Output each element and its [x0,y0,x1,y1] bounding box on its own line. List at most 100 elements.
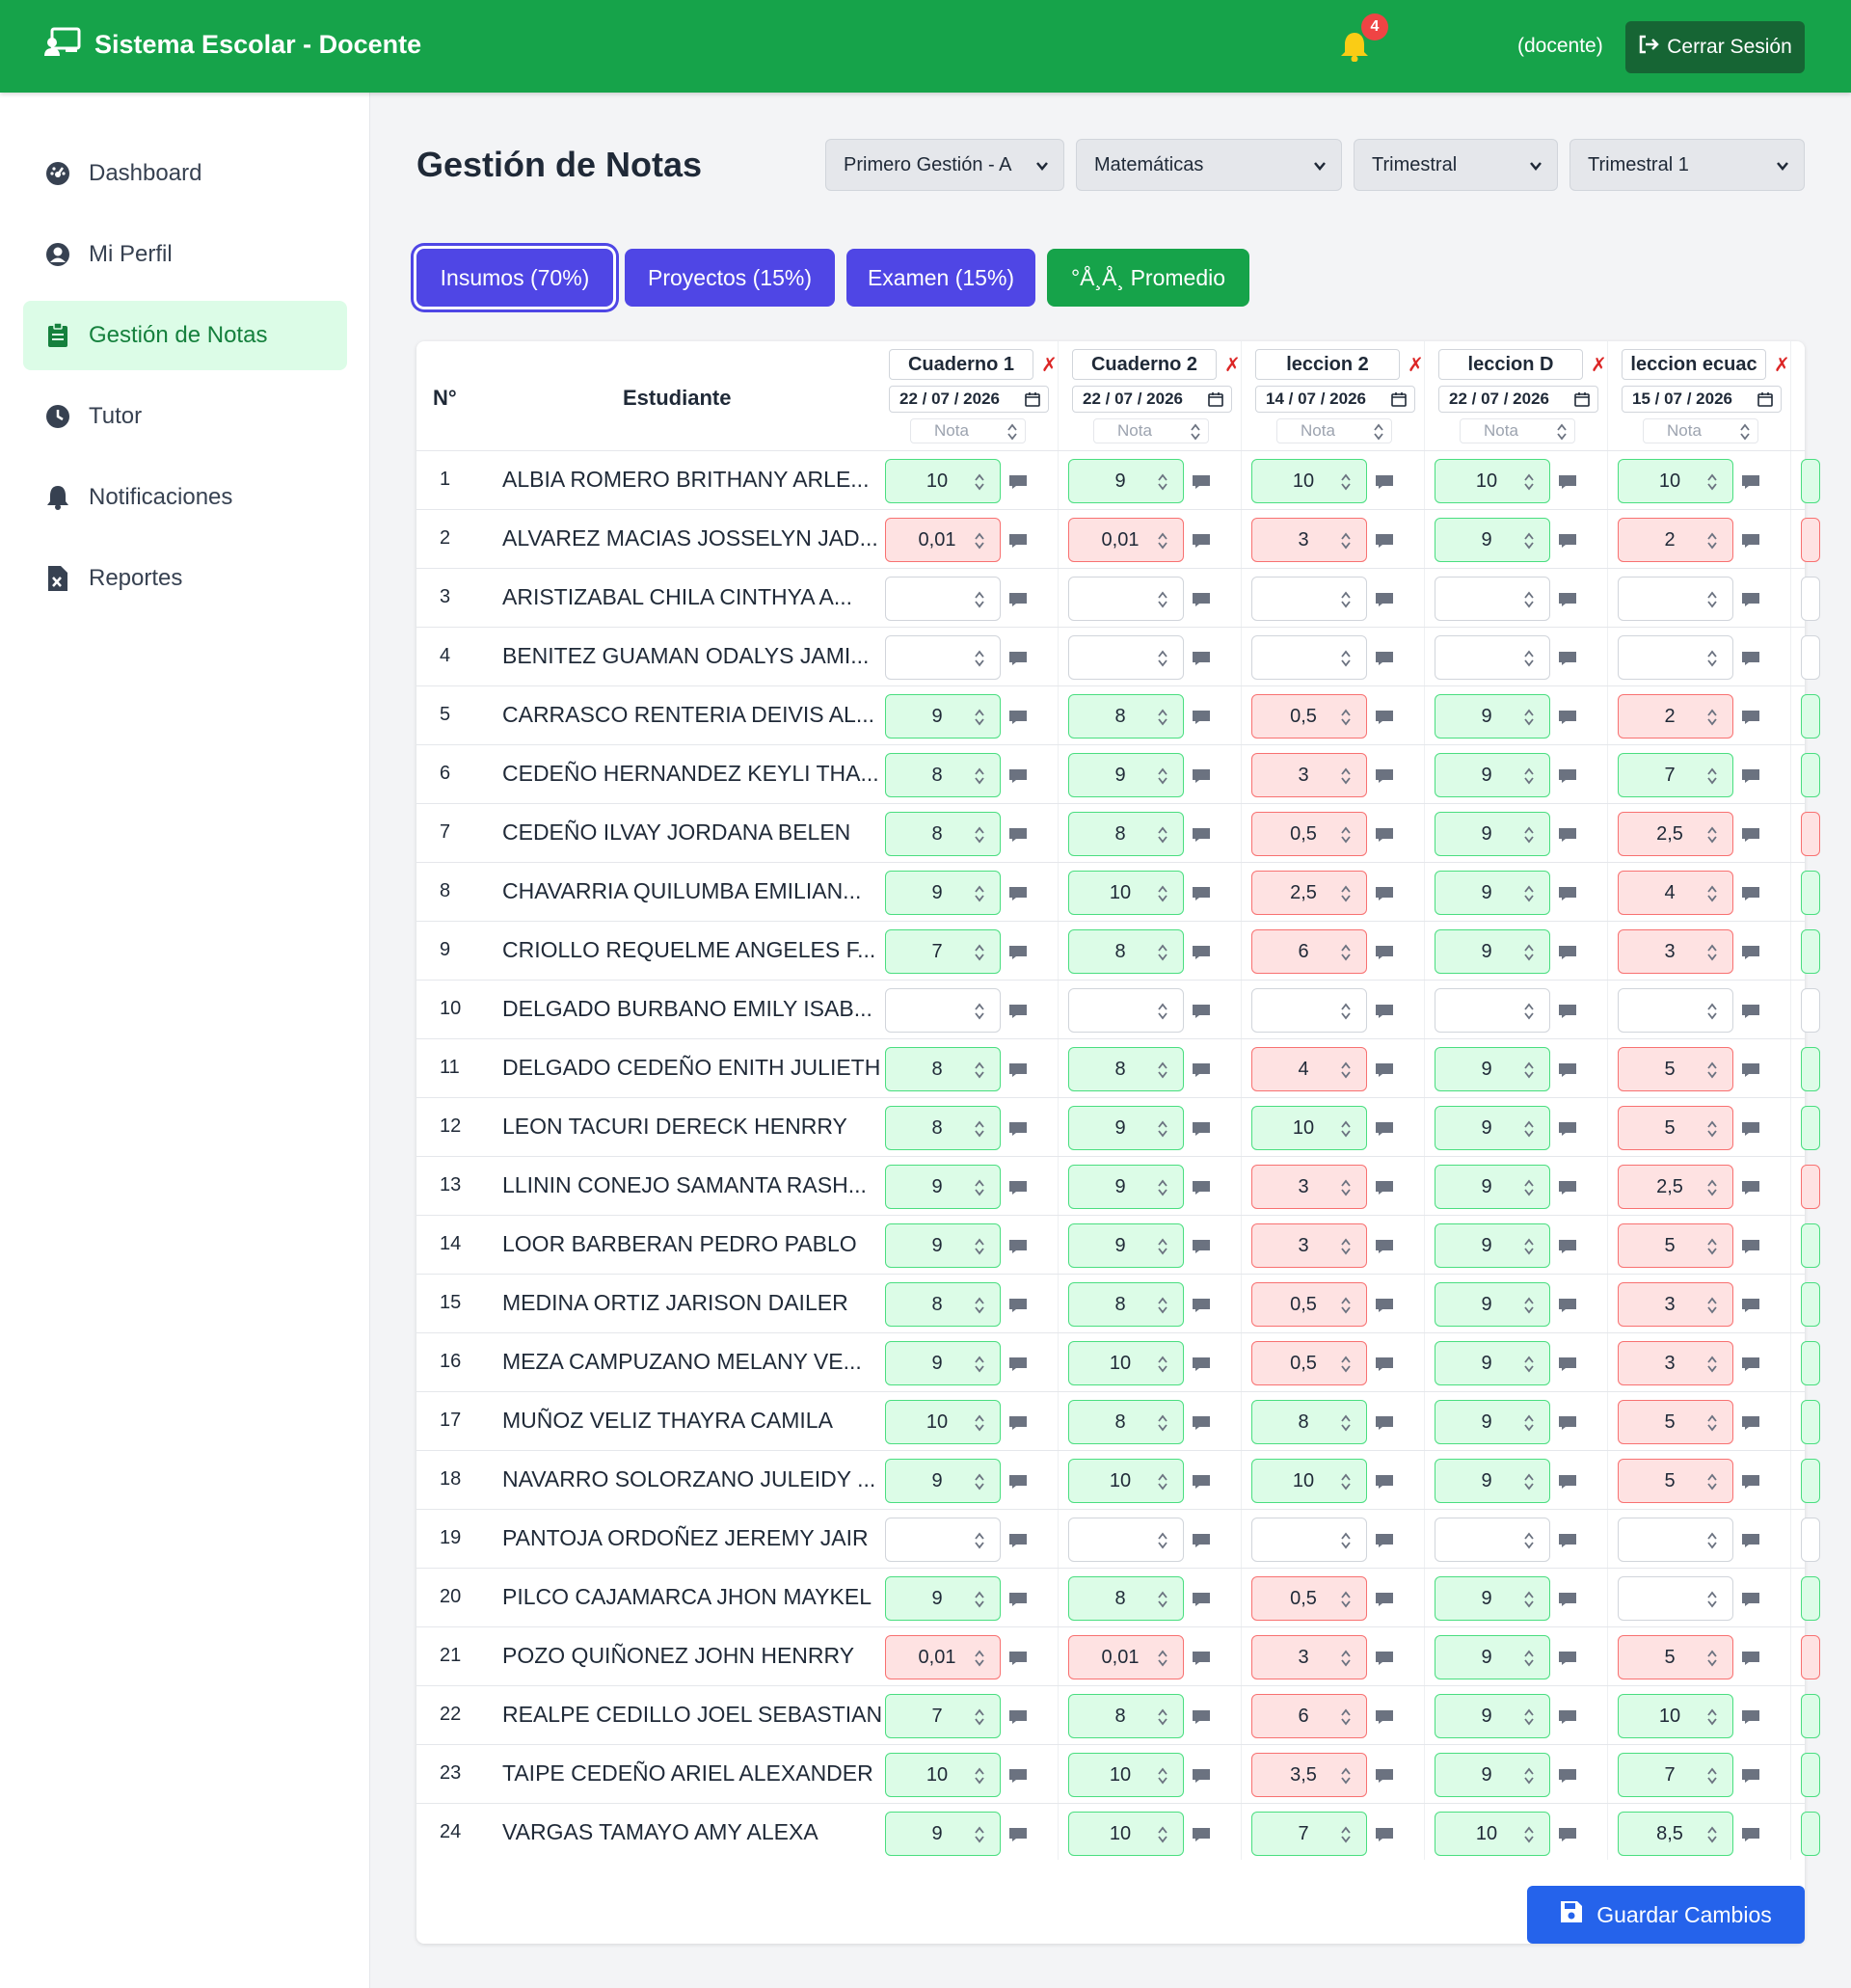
spinner-icon[interactable] [1705,1590,1719,1615]
comment-icon[interactable] [1375,945,1394,960]
comment-icon[interactable] [1741,1121,1760,1137]
spinner-icon[interactable] [1522,1590,1536,1615]
grade-input[interactable]: 9 [1435,1165,1550,1209]
grade-input[interactable]: 8 [885,753,1001,797]
sidebar-item-tutor[interactable]: Tutor [23,382,347,451]
grade-input[interactable]: 9 [1068,459,1184,503]
grade-input[interactable] [1618,988,1733,1033]
grade-input[interactable]: 9 [1435,929,1550,974]
column-name-input[interactable]: Cuaderno 2 [1072,349,1217,380]
grade-input[interactable]: 10 [1435,459,1550,503]
spinner-icon[interactable] [1705,1649,1719,1674]
grade-input[interactable]: 8,5 [1618,1812,1733,1856]
spinner-icon[interactable] [1705,1825,1719,1850]
comment-icon[interactable] [1741,1180,1760,1195]
logout-button[interactable]: Cerrar Sesión [1625,21,1805,73]
comment-icon[interactable] [1375,592,1394,607]
grade-input-partial[interactable] [1801,1812,1820,1856]
spinner-icon[interactable] [1156,1590,1169,1615]
grade-input[interactable]: 2,5 [1618,812,1733,856]
grade-input[interactable]: 10 [1068,1753,1184,1797]
comment-icon[interactable] [1192,1474,1211,1490]
grade-input-partial[interactable] [1801,1047,1820,1091]
grade-input[interactable]: 10 [1251,459,1367,503]
spinner-icon[interactable] [1339,943,1353,968]
spinner-icon[interactable] [1156,590,1169,615]
subperiodo-select[interactable]: Trimestral 1 [1569,139,1805,191]
grade-input[interactable]: 10 [1068,1341,1184,1385]
spinner-icon[interactable] [1705,1531,1719,1556]
comment-icon[interactable] [1375,1121,1394,1137]
spinner-icon[interactable] [973,531,986,556]
comment-icon[interactable] [1375,886,1394,901]
comment-icon[interactable] [1192,1827,1211,1842]
comment-icon[interactable] [1741,474,1760,490]
spinner-icon[interactable] [1006,422,1019,446]
spinner-icon[interactable] [1156,1413,1169,1438]
grade-input[interactable]: 10 [1068,1459,1184,1503]
grade-input[interactable]: 9 [1068,1165,1184,1209]
grade-input[interactable]: 0,5 [1251,812,1367,856]
calendar-icon[interactable] [1574,391,1590,412]
comment-icon[interactable] [1375,1533,1394,1548]
spinner-icon[interactable] [1522,472,1536,497]
comment-icon[interactable] [1375,710,1394,725]
grade-input[interactable]: 10 [885,1400,1001,1444]
comment-icon[interactable] [1558,1533,1577,1548]
comment-icon[interactable] [1558,1357,1577,1372]
spinner-icon[interactable] [1339,1413,1353,1438]
spinner-icon[interactable] [973,943,986,968]
grade-input-partial[interactable] [1801,988,1820,1033]
grade-input[interactable]: 9 [1435,1459,1550,1503]
spinner-icon[interactable] [973,1531,986,1556]
comment-icon[interactable] [1008,1651,1028,1666]
sidebar-item-gestion-de-notas[interactable]: Gestión de Notas [23,301,347,370]
comment-icon[interactable] [1741,1709,1760,1725]
grade-input[interactable] [1618,577,1733,621]
grade-input[interactable]: 0,01 [885,518,1001,562]
comment-icon[interactable] [1192,1239,1211,1254]
grade-input[interactable]: 10 [1618,459,1733,503]
grade-input[interactable]: 9 [1068,753,1184,797]
spinner-icon[interactable] [1156,1002,1169,1027]
grade-input[interactable]: 10 [1251,1459,1367,1503]
grade-input[interactable]: 9 [1435,1341,1550,1385]
comment-icon[interactable] [1192,1298,1211,1313]
grade-input-partial[interactable] [1801,635,1820,680]
grade-input[interactable]: 10 [885,1753,1001,1797]
grade-input[interactable]: 3 [1618,929,1733,974]
grade-input[interactable]: 3 [1251,1165,1367,1209]
spinner-icon[interactable] [1156,1237,1169,1262]
spinner-icon[interactable] [1705,649,1719,674]
comment-icon[interactable] [1008,474,1028,490]
grade-input[interactable]: 0,5 [1251,1341,1367,1385]
comment-icon[interactable] [1192,1709,1211,1725]
comment-icon[interactable] [1741,768,1760,784]
comment-icon[interactable] [1741,592,1760,607]
spinner-icon[interactable] [1522,590,1536,615]
comment-icon[interactable] [1192,1592,1211,1607]
spinner-icon[interactable] [973,590,986,615]
spinner-icon[interactable] [973,1002,986,1027]
grade-input-partial[interactable] [1801,871,1820,915]
grade-input[interactable]: 2,5 [1618,1165,1733,1209]
delete-column-icon[interactable]: ✗ [1591,355,1607,376]
comment-icon[interactable] [1558,768,1577,784]
column-max-grade-input[interactable]: Nota [1093,418,1209,443]
spinner-icon[interactable] [973,1355,986,1380]
grade-input-partial[interactable] [1801,1400,1820,1444]
grade-input[interactable]: 3 [1251,1635,1367,1679]
spinner-icon[interactable] [1372,422,1385,446]
spinner-icon[interactable] [973,766,986,792]
spinner-icon[interactable] [1156,766,1169,792]
tab-insumos[interactable]: Insumos (70%) [416,249,613,307]
spinner-icon[interactable] [1156,531,1169,556]
comment-icon[interactable] [1741,1239,1760,1254]
spinner-icon[interactable] [1156,472,1169,497]
grade-input-partial[interactable] [1801,929,1820,974]
comment-icon[interactable] [1375,1651,1394,1666]
spinner-icon[interactable] [1339,649,1353,674]
comment-icon[interactable] [1008,1415,1028,1431]
comment-icon[interactable] [1558,1298,1577,1313]
grade-input[interactable]: 9 [885,1459,1001,1503]
